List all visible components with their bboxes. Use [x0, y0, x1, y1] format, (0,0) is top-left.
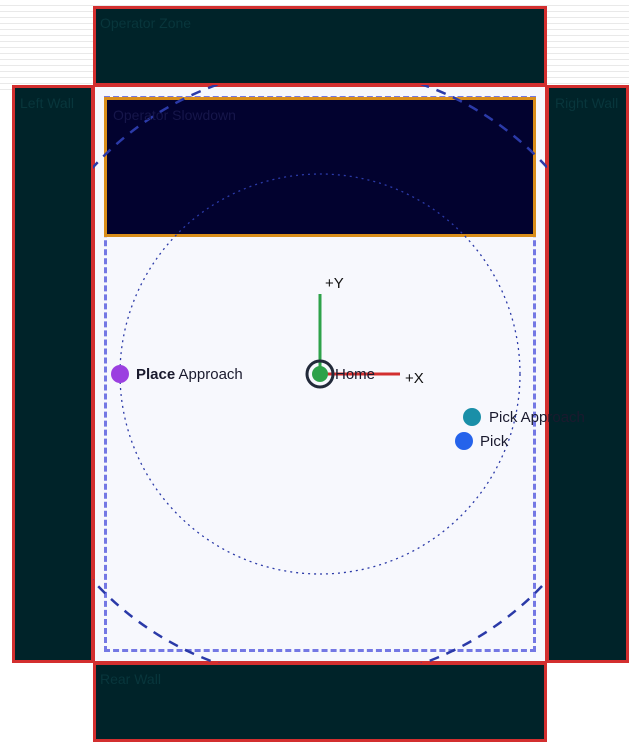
place-approach-dot[interactable] [111, 365, 129, 383]
place-approach-label-bold: Place [136, 366, 176, 383]
place-approach-label: Place Approach [136, 366, 243, 383]
right-wall-label: Right Wall [555, 95, 619, 111]
operator-zone[interactable] [93, 6, 547, 86]
pick-dot[interactable] [455, 432, 473, 450]
y-axis-label: +Y [325, 275, 344, 292]
rear-wall-label: Rear Wall [100, 671, 161, 687]
home-ring [305, 359, 335, 389]
x-axis-label: +X [405, 370, 424, 387]
operator-zone-label: Operator Zone [100, 15, 192, 31]
left-wall[interactable] [12, 85, 94, 663]
operator-slowdown-zone[interactable] [104, 97, 536, 237]
home-dot[interactable] [312, 366, 328, 382]
home-label: Home [335, 366, 376, 383]
rear-wall[interactable] [93, 662, 547, 742]
nominal-reach-circle [119, 173, 521, 575]
right-wall[interactable] [546, 85, 629, 663]
pick-approach-dot[interactable] [463, 408, 481, 426]
pick-approach-label: Pick Approach [489, 409, 585, 426]
pick-label: Pick [480, 433, 509, 450]
left-wall-label: Left Wall [20, 95, 74, 111]
operator-slowdown-label: Operator Slowdown [113, 107, 236, 123]
place-approach-label-rest: Approach [175, 366, 243, 383]
